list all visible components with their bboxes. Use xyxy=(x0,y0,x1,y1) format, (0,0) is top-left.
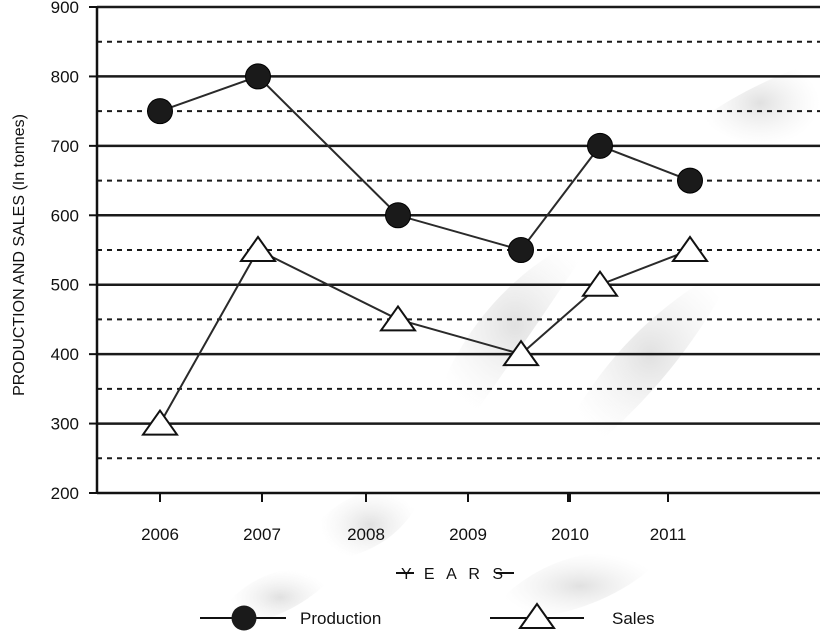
sales-point xyxy=(671,235,709,262)
x-tick-label: 2006 xyxy=(141,525,179,544)
x-tick-label: 2010 xyxy=(551,525,589,544)
sales-point xyxy=(379,304,417,332)
sales-point xyxy=(141,408,179,436)
y-tick-label: 900 xyxy=(51,0,79,17)
y-tick-label: 700 xyxy=(51,137,79,156)
y-axis-title: PRODUCTION AND SALES (In tonnes) xyxy=(11,114,28,396)
sales-point xyxy=(239,235,277,262)
x-tick-label: 2007 xyxy=(243,525,281,544)
y-tick-label: 500 xyxy=(51,276,79,295)
y-tick-label: 400 xyxy=(51,345,79,364)
sales-point xyxy=(581,269,619,297)
x-tick-label: 2009 xyxy=(449,525,487,544)
y-tick-label: 200 xyxy=(51,484,79,503)
x-tick-label: 2008 xyxy=(347,525,385,544)
legend-sales-marker xyxy=(518,602,556,629)
production-point xyxy=(508,237,534,263)
series-line-sales xyxy=(159,248,691,425)
y-tick-label: 800 xyxy=(51,67,79,86)
production-point xyxy=(245,63,271,90)
legend-sales-label: Sales xyxy=(612,609,655,628)
x-tick-label: 2011 xyxy=(650,525,687,544)
y-tick-label: 300 xyxy=(51,415,79,434)
production-point xyxy=(677,167,703,194)
production-point xyxy=(587,132,613,159)
production-point xyxy=(147,98,173,125)
y-tick-label: 600 xyxy=(51,206,79,225)
x-axis-title: Y E A R S xyxy=(401,566,507,583)
production-point xyxy=(385,202,411,229)
legend-production-marker xyxy=(231,605,257,631)
legend-production-label: Production xyxy=(300,609,381,628)
series-line-production xyxy=(159,75,691,252)
sales-point xyxy=(502,339,540,367)
